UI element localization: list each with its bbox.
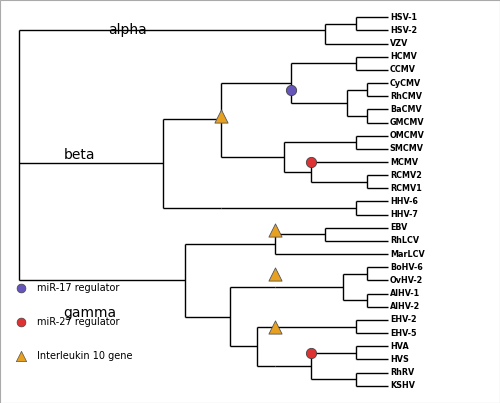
Text: MarLCV: MarLCV [390,250,424,259]
Point [271,323,279,330]
Text: MCMV: MCMV [390,158,418,166]
Text: CCMV: CCMV [390,65,416,74]
Text: Interleukin 10 gene: Interleukin 10 gene [38,351,133,361]
Text: EHV-5: EHV-5 [390,329,416,338]
Text: AlHV-1: AlHV-1 [390,289,420,298]
Point [307,350,315,356]
Text: HSV-2: HSV-2 [390,26,417,35]
Text: HSV-1: HSV-1 [390,13,417,22]
Text: CyCMV: CyCMV [390,79,421,87]
Text: EHV-2: EHV-2 [390,316,416,324]
Point [307,159,315,165]
Text: SMCMV: SMCMV [390,144,424,153]
Text: beta: beta [64,148,95,162]
Text: RhCMV: RhCMV [390,92,422,101]
Text: HHV-7: HHV-7 [390,210,417,219]
Text: HHV-6: HHV-6 [390,197,417,206]
Text: KSHV: KSHV [390,381,415,390]
Text: RhLCV: RhLCV [390,237,419,245]
Point [271,271,279,277]
Text: EBV: EBV [390,223,407,232]
Point [271,227,279,234]
Text: HCMV: HCMV [390,52,416,61]
Text: VZV: VZV [390,39,408,48]
Text: BoHV-6: BoHV-6 [390,263,422,272]
Text: RCMV2: RCMV2 [390,171,422,180]
Text: GMCMV: GMCMV [390,118,424,127]
Text: gamma: gamma [64,306,116,320]
Point [217,113,225,119]
Text: RhRV: RhRV [390,368,414,377]
Text: HVA: HVA [390,342,408,351]
Text: BaCMV: BaCMV [390,105,422,114]
Text: miR-17 regulator: miR-17 regulator [38,283,120,293]
Text: miR-27 regulator: miR-27 regulator [38,317,120,327]
Text: RCMV1: RCMV1 [390,184,422,193]
Point [287,86,295,93]
Text: alpha: alpha [108,23,147,37]
Text: OvHV-2: OvHV-2 [390,276,423,285]
Text: OMCMV: OMCMV [390,131,424,140]
Text: AlHV-2: AlHV-2 [390,302,420,311]
Text: HVS: HVS [390,355,408,364]
